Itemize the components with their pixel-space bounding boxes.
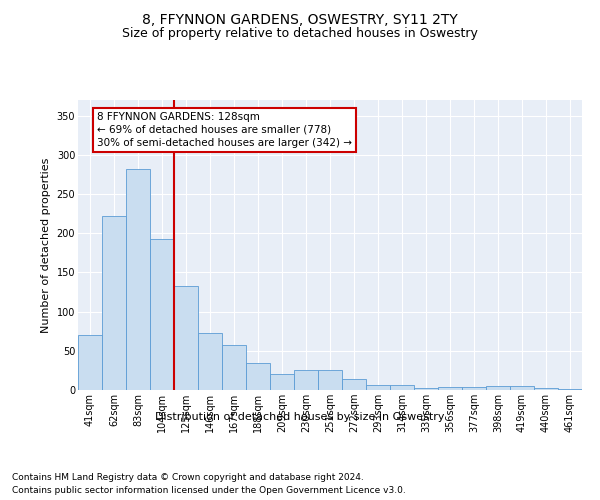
Bar xyxy=(510,386,534,390)
Bar xyxy=(246,362,270,390)
Bar xyxy=(534,388,558,390)
Bar xyxy=(222,346,246,390)
Bar xyxy=(366,386,390,390)
Bar xyxy=(78,335,102,390)
Text: 8 FFYNNON GARDENS: 128sqm
← 69% of detached houses are smaller (778)
30% of semi: 8 FFYNNON GARDENS: 128sqm ← 69% of detac… xyxy=(97,112,352,148)
Text: Contains public sector information licensed under the Open Government Licence v3: Contains public sector information licen… xyxy=(12,486,406,495)
Text: Distribution of detached houses by size in Oswestry: Distribution of detached houses by size … xyxy=(155,412,445,422)
Bar xyxy=(438,387,462,390)
Y-axis label: Number of detached properties: Number of detached properties xyxy=(41,158,51,332)
Bar xyxy=(342,379,366,390)
Bar xyxy=(294,370,318,390)
Bar xyxy=(414,388,438,390)
Bar xyxy=(486,386,510,390)
Text: 8, FFYNNON GARDENS, OSWESTRY, SY11 2TY: 8, FFYNNON GARDENS, OSWESTRY, SY11 2TY xyxy=(142,12,458,26)
Bar xyxy=(270,374,294,390)
Bar xyxy=(318,370,342,390)
Bar xyxy=(198,333,222,390)
Bar xyxy=(150,238,174,390)
Bar xyxy=(102,216,126,390)
Bar xyxy=(390,384,414,390)
Bar xyxy=(174,286,198,390)
Bar xyxy=(558,389,582,390)
Text: Size of property relative to detached houses in Oswestry: Size of property relative to detached ho… xyxy=(122,28,478,40)
Bar xyxy=(126,169,150,390)
Text: Contains HM Land Registry data © Crown copyright and database right 2024.: Contains HM Land Registry data © Crown c… xyxy=(12,474,364,482)
Bar xyxy=(462,387,486,390)
